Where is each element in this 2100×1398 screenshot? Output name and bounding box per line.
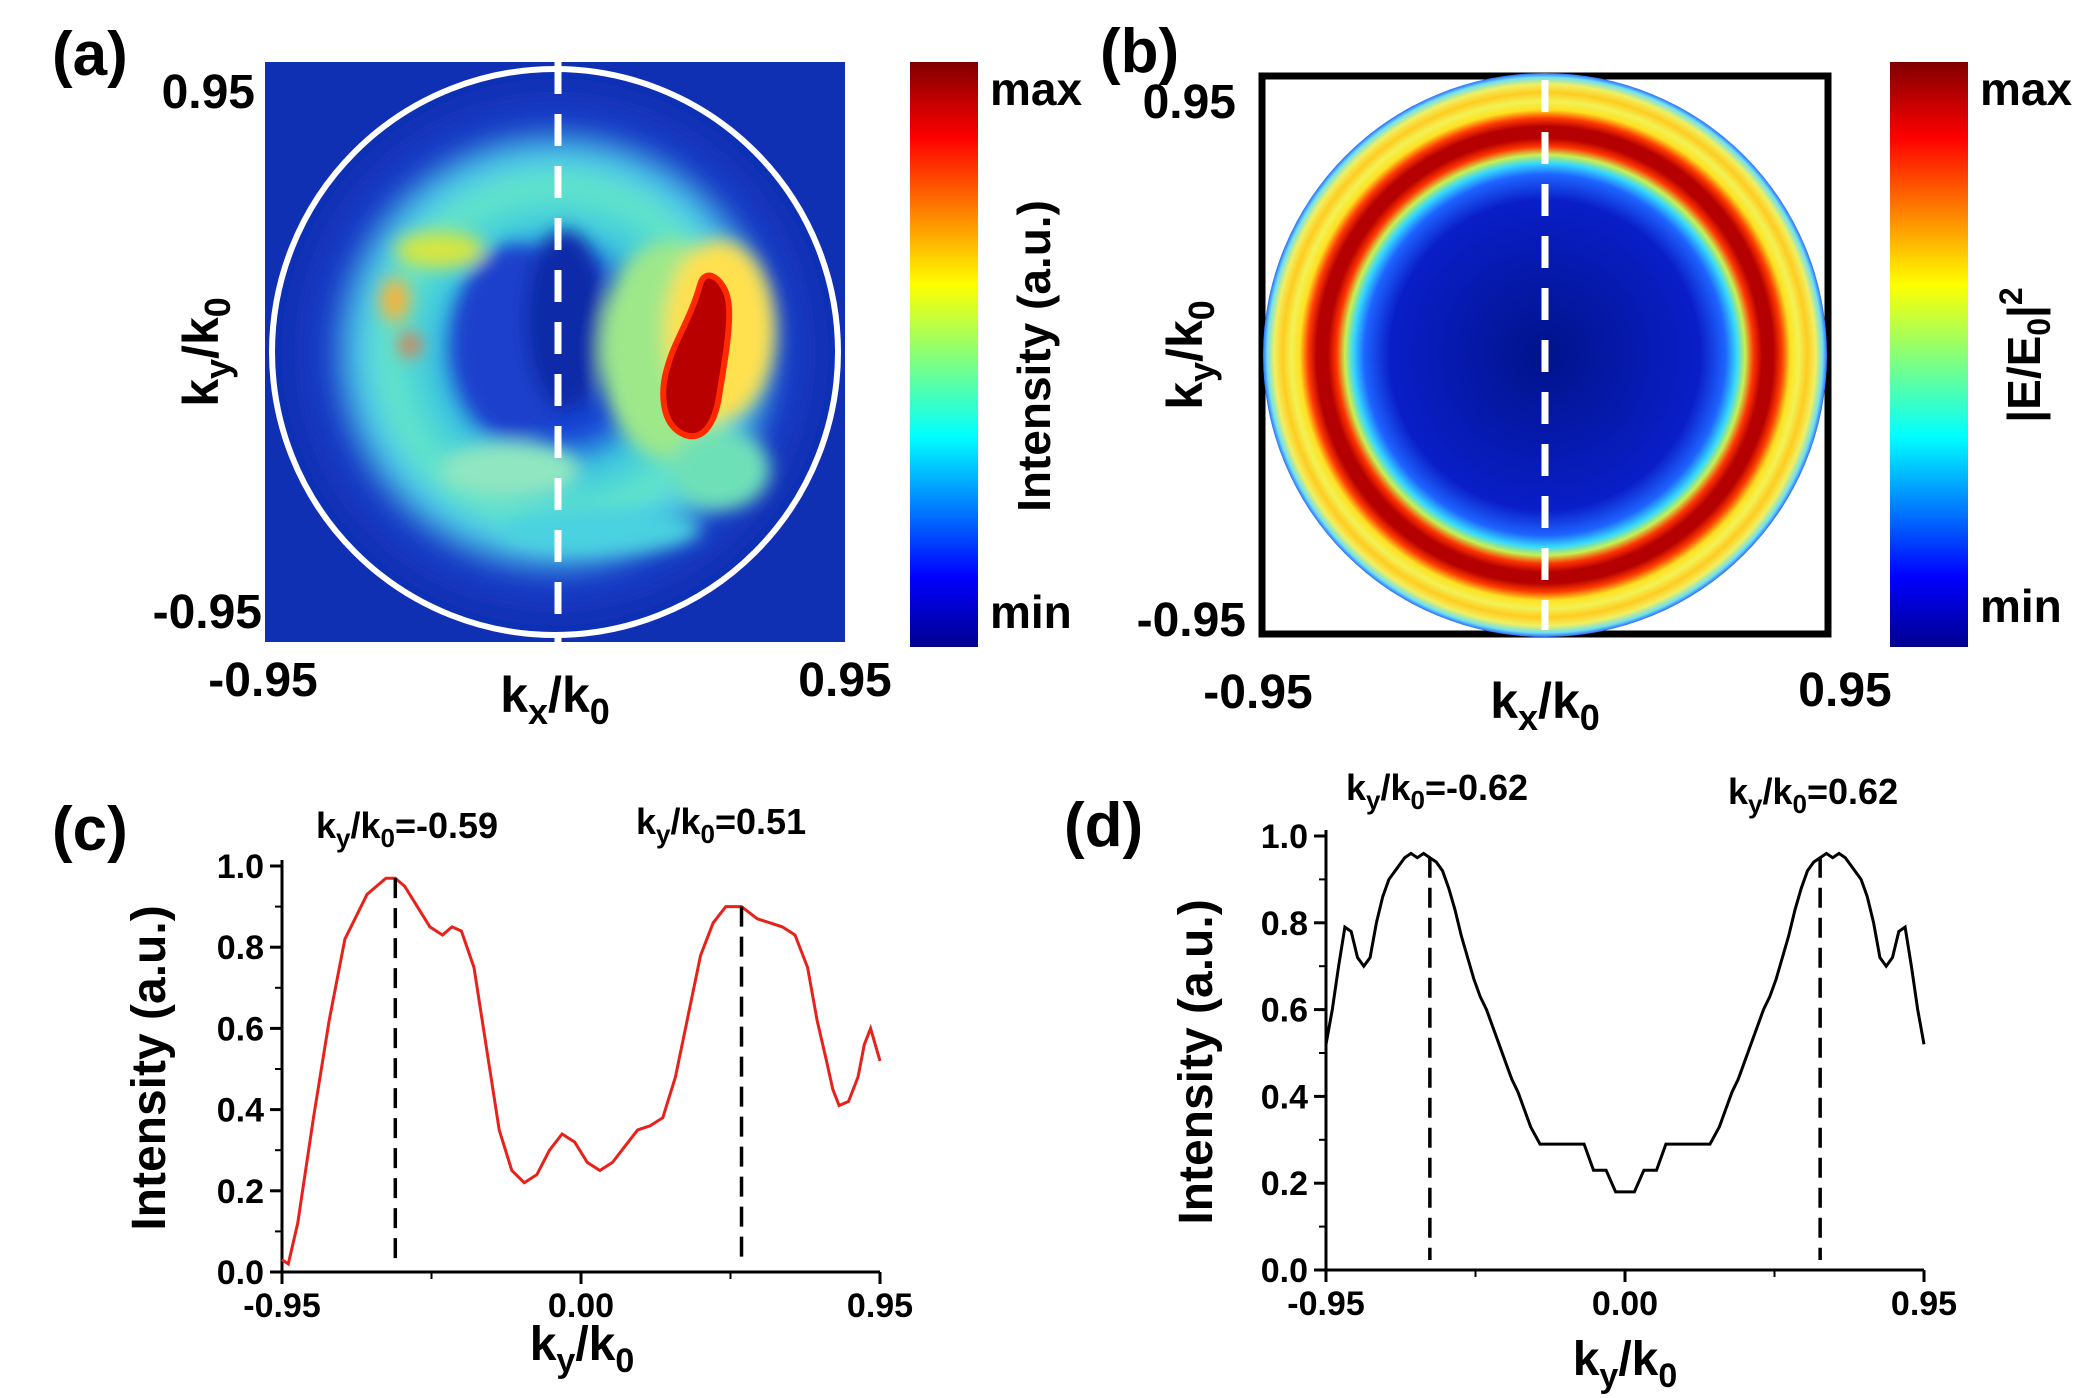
panel-c-annotations [393,878,744,1262]
panel-c-label: (c) [52,795,128,864]
panel-b-colorbar: max min |E/E0|2 [1890,62,2072,647]
panel-c-xtick-label: -0.95 [243,1287,321,1325]
panel-b-xlabel: kx/k0 [1490,673,1600,738]
panel-b-ylabel: ky/k0 [1157,300,1222,410]
panel-a-colorbar-label: Intensity (a.u.) [1008,200,1060,512]
panel-c-ytick-label: 0.4 [217,1092,264,1130]
panel-d-ylabel: Intensity (a.u.) [1170,899,1223,1224]
panel-d-series-line [1324,851,1926,1194]
panel-c-ytick-label: 1.0 [217,848,264,886]
panel-d-label: (d) [1064,791,1143,860]
panel-d-ytick-label: 0.2 [1261,1165,1308,1203]
panel-a-colorbar-max: max [990,63,1082,115]
panel-b-ytick-top: 0.95 [1143,76,1236,129]
panel-d-peak-label-left: ky/k0=-0.62 [1346,767,1528,815]
panel-a-label: (a) [52,20,128,89]
panel-d-annotations [1428,857,1822,1260]
panel-d-ytick-label: 1.0 [1261,818,1308,856]
panel-d: (d) 0.0 0.2 0.4 0.6 0.8 1.0 -0.95 0.00 0.95 ky/k… [1064,767,1957,1395]
panel-b-xtick-left: -0.95 [1203,666,1312,719]
panel-a-ytick-bottom: -0.95 [153,586,262,639]
panel-c-ytick-label: 0.2 [217,1173,264,1211]
panel-d-peak-label-right: ky/k0=0.62 [1728,771,1898,819]
panel-b-colorbar-label: |E/E0|2 [1993,287,2057,422]
panel-a: (a) 0.95 -0.95 -0.95 0.95 kx/k0 [52,20,1082,732]
panel-c-ylabel: Intensity (a.u.) [123,905,176,1230]
panel-c-peak-label-right: ky/k0=0.51 [636,801,806,849]
panel-d-ytick-label: 0.4 [1261,1078,1308,1116]
panel-c-ytick-label: 0.6 [217,1010,264,1048]
panel-c-axes: 0.0 0.2 0.4 0.6 0.8 1.0 -0.95 0.00 0.95 [217,848,913,1325]
panel-c-peak-labels: ky/k0=-0.59 ky/k0=0.51 [316,801,806,853]
panel-d-ytick-label: 0.6 [1261,992,1308,1030]
panel-d-xtick-label: 0.00 [1592,1285,1658,1323]
panel-a-ytick-top: 0.95 [162,66,255,119]
panel-d-axes: 0.0 0.2 0.4 0.6 0.8 1.0 -0.95 0.00 0.95 [1261,818,1957,1323]
panel-c: (c) 0.0 0.2 0.4 0.6 0.8 1.0 -0.95 0.00 0.95 ky/k… [52,795,913,1380]
panel-b-ytick-bottom: -0.95 [1137,594,1246,647]
panel-b-colorbar-max: max [1980,63,2072,115]
panel-c-ytick-label: 0.0 [217,1254,264,1292]
panel-c-xtick-label: 0.00 [548,1287,614,1325]
panel-a-xtick-left: -0.95 [208,654,317,707]
panel-d-peak-labels: ky/k0=-0.62 ky/k0=0.62 [1346,767,1898,819]
panel-b-xtick-right: 0.95 [1798,664,1891,717]
panel-c-xtick-label: 0.95 [847,1287,913,1325]
panel-a-ylabel: ky/k0 [173,297,238,407]
panel-d-ytick-label: 0.8 [1261,905,1308,943]
panel-a-colorbar-min: min [990,586,1072,638]
panel-b-label: (b) [1100,17,1179,86]
panel-a-xlabel: kx/k0 [500,667,610,732]
panel-d-xtick-label: 0.95 [1891,1285,1957,1323]
panel-d-xlabel: ky/k0 [1573,1333,1678,1395]
panel-c-peak-label-left: ky/k0=-0.59 [316,805,498,853]
panel-b-colorbar-min: min [1980,580,2062,632]
panel-d-ytick-label: 0.0 [1261,1252,1308,1290]
panel-a-colorbar: max min Intensity (a.u.) [910,62,1082,647]
panel-a-heatmap [265,62,845,642]
panel-a-xtick-right: 0.95 [798,654,891,707]
panel-c-ytick-label: 0.8 [217,929,264,967]
panel-c-xlabel: ky/k0 [530,1318,635,1380]
panel-d-xtick-label: -0.95 [1287,1285,1365,1323]
panel-b: (b) 0.95 -0.95 -0.95 0.95 kx/k0 ky/k0 ma… [1100,17,2072,738]
panel-c-series-line [281,876,882,1267]
